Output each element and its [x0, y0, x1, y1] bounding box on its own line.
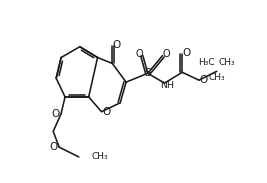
Text: CH₃: CH₃ — [92, 152, 108, 161]
Text: O: O — [200, 75, 208, 85]
Text: O: O — [112, 40, 120, 50]
Text: S: S — [144, 68, 151, 78]
Text: O: O — [182, 48, 190, 58]
Text: NH: NH — [160, 81, 174, 90]
Text: O: O — [49, 142, 57, 152]
Text: CH₃: CH₃ — [209, 73, 225, 82]
Text: H₃C: H₃C — [198, 58, 215, 67]
Text: CH₃: CH₃ — [219, 58, 235, 67]
Text: O: O — [135, 48, 143, 59]
Text: O: O — [102, 107, 111, 117]
Text: O: O — [51, 109, 59, 119]
Text: O: O — [163, 48, 170, 59]
